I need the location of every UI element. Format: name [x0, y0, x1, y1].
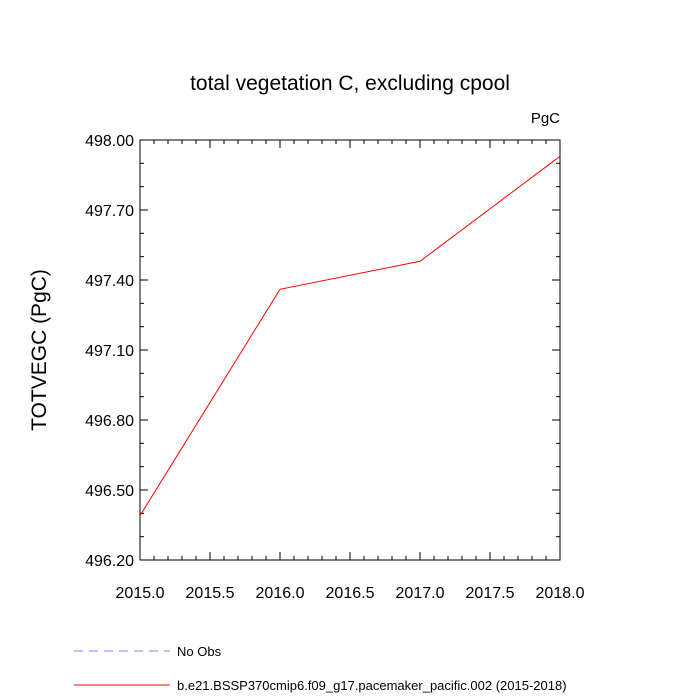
axis-ticks: 2015.0 2015.5 2016.0 2016.5 2017.0 2017.5 2018… — [85, 133, 585, 602]
chart-title: total vegetation C, excluding cpool — [190, 72, 510, 95]
legend-label-1: b.e21.BSSP370cmip6.f09_g17.pacemaker_pac… — [177, 678, 567, 693]
legend-label-0: No Obs — [177, 644, 222, 659]
x-tick-label: 2015.5 — [186, 585, 235, 602]
series-layer — [139, 155, 561, 516]
x-tick-label: 2016.0 — [256, 585, 305, 602]
x-tick-label: 2017.0 — [396, 585, 445, 602]
x-tick-label: 2016.5 — [326, 585, 375, 602]
y-tick-label: 496.20 — [85, 553, 134, 570]
series-line-0 — [139, 155, 561, 516]
y-tick-label: 498.00 — [85, 133, 134, 150]
x-tick-label: 2018.0 — [536, 585, 585, 602]
y-tick-label: 497.70 — [85, 203, 134, 220]
x-tick-label: 2015.0 — [116, 585, 165, 602]
y-tick-label: 496.80 — [85, 413, 134, 430]
y-tick-label: 496.50 — [85, 483, 134, 500]
y-tick-label: 497.10 — [85, 343, 134, 360]
x-tick-label: 2017.5 — [466, 585, 515, 602]
legend: No Obs b.e21.BSSP370cmip6.f09_g17.pacemak… — [74, 644, 567, 693]
units-label: PgC — [531, 110, 560, 127]
y-tick-label: 497.40 — [85, 273, 134, 290]
y-axis-label: TOTVEGC (PgC) — [28, 269, 51, 431]
